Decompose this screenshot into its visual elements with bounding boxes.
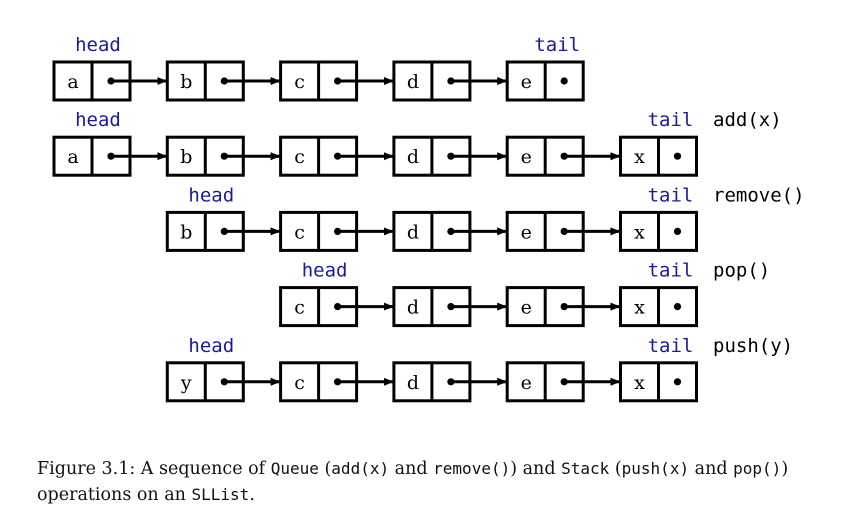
node-value: c (294, 146, 305, 168)
node-value: b (180, 146, 192, 168)
caption-code: remove() (433, 459, 511, 478)
caption-code: push( (621, 459, 670, 478)
node-value: y (180, 372, 192, 394)
head-label: head (75, 34, 121, 56)
node-value: c (294, 372, 305, 394)
node-value: a (67, 146, 78, 168)
node-value: d (407, 297, 419, 319)
caption-text: and (689, 459, 734, 479)
caption-code: add( (331, 459, 370, 478)
node-value: d (407, 372, 419, 394)
caption-code: Queue (270, 459, 319, 478)
node-value: e (521, 71, 532, 93)
next-pointer-dot (673, 227, 682, 235)
node-value: d (407, 71, 419, 93)
tail-label: tail (648, 184, 694, 206)
tail-label: tail (648, 260, 694, 282)
node-value: e (521, 372, 532, 394)
operation-label: push(y) (713, 335, 793, 357)
next-pointer-dot (560, 77, 568, 85)
next-pointer-dot (673, 152, 682, 160)
next-pointer-dot (220, 77, 228, 85)
caption-code: x (669, 459, 680, 478)
tail-label: tail (534, 34, 580, 56)
caption-text: . (249, 485, 255, 505)
caption-text: Figure 3.1: A sequence of (37, 459, 271, 479)
caption-text: and (389, 459, 434, 479)
head-label: head (188, 335, 234, 357)
figure-caption: Figure 3.1: A sequence of Queue (add(x) … (37, 456, 847, 508)
tail-label: tail (648, 109, 694, 131)
next-pointer-dot (220, 227, 228, 235)
node-value: x (634, 221, 645, 243)
caption-text: ( (318, 459, 332, 479)
node-value: e (521, 297, 532, 319)
sllist-diagram: a b c d e head tail a b c d e x head tail add(x) b c d e x he… (52, 34, 805, 403)
node-value: d (407, 221, 419, 243)
next-pointer-dot (220, 378, 228, 386)
caption-text: ) operations on an (37, 459, 789, 505)
head-label: head (75, 109, 121, 131)
node-value: e (521, 221, 532, 243)
node-value: x (634, 146, 645, 168)
next-pointer-dot (673, 303, 682, 311)
node-value: b (180, 71, 192, 93)
node-value: c (294, 71, 305, 93)
caption-code: x (369, 459, 380, 478)
caption-code: pop() (733, 459, 782, 478)
caption-text: ) and (510, 459, 562, 479)
caption-code: ) (679, 459, 690, 478)
next-pointer-dot (673, 378, 682, 386)
caption-code: Stack (561, 459, 610, 478)
node-value: x (634, 297, 645, 319)
node-value: d (407, 146, 419, 168)
tail-label: tail (648, 335, 694, 357)
node-value: c (294, 297, 305, 319)
caption-code: SLList (191, 485, 250, 504)
node-value: b (180, 221, 192, 243)
caption-code: ) (379, 459, 390, 478)
node-value: x (634, 372, 645, 394)
operation-label: pop() (713, 260, 770, 282)
head-label: head (188, 184, 234, 206)
operation-label: add(x) (713, 109, 782, 131)
next-pointer-dot (220, 152, 228, 160)
node-value: c (294, 221, 305, 243)
caption-text: ( (609, 459, 622, 479)
node-value: a (67, 71, 78, 93)
operation-label: remove() (713, 184, 805, 206)
head-label: head (302, 260, 348, 282)
node-value: e (521, 146, 532, 168)
